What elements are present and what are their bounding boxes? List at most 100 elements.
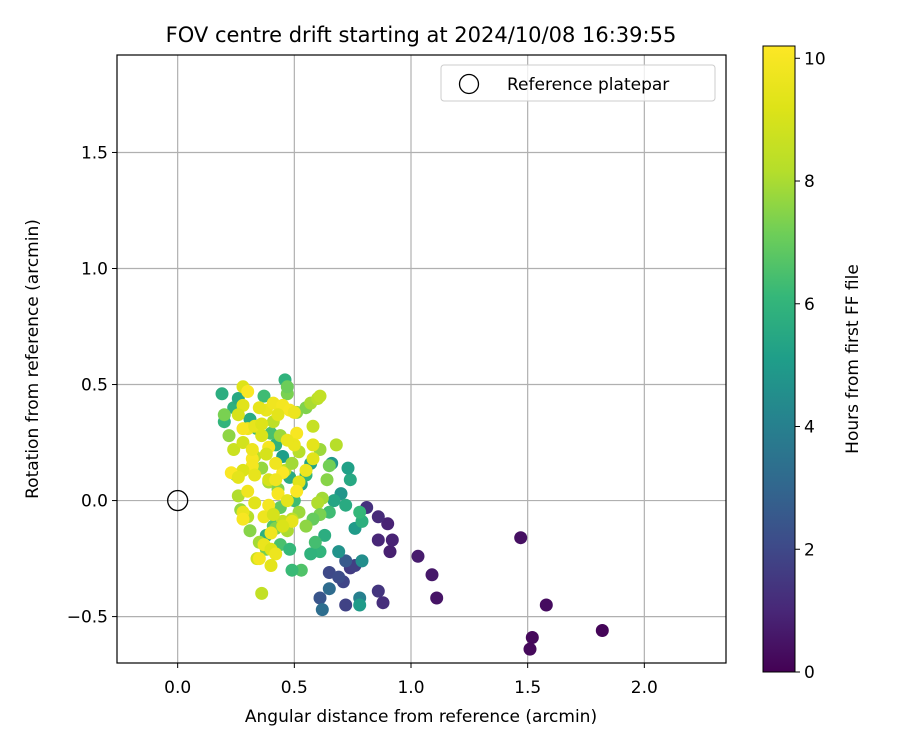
data-point [222,429,236,443]
data-point [304,547,318,561]
y-tick-label: 0.0 [81,492,108,512]
data-point [322,582,336,596]
data-point [243,524,257,538]
chart-title: FOV centre drift starting at 2024/10/08 … [166,23,677,47]
data-point [257,389,271,403]
data-point [248,468,262,482]
data-point [285,563,299,577]
y-ticks: −0.5 0.0 0.5 1.0 1.5 [67,143,117,628]
grid-layer [117,55,726,663]
data-point [227,443,241,456]
data-point [306,419,320,433]
data-point [252,401,266,415]
data-point [285,456,299,470]
data-point [255,586,269,600]
legend-marker-icon [458,73,480,95]
data-point [332,545,346,559]
data-point [306,438,320,452]
data-point [425,568,439,582]
data-point [523,642,537,656]
reference-platepar-marker [167,489,189,512]
data-point [327,494,341,508]
y-tick-label: 1.5 [81,143,108,163]
x-tick-label: 0.0 [164,678,191,698]
colorbar-tick-label: 2 [804,540,815,560]
data-point [383,545,397,559]
data-point [539,598,553,612]
colorbar-label: Hours from first FF file [843,264,863,454]
data-point [376,596,390,610]
data-point [245,443,259,456]
data-point [299,519,313,533]
data-point [276,519,290,533]
x-tick-label: 1.0 [397,678,424,698]
data-point [411,549,425,563]
points-layer [215,373,609,656]
data-point [315,603,329,617]
data-point [280,433,294,447]
data-point [241,385,255,398]
plot-frame [116,54,727,664]
data-point [339,598,353,612]
colorbar-tick-label: 8 [804,172,815,192]
data-point [287,405,301,419]
data-point [283,542,297,556]
data-point [255,417,269,431]
legend-box [440,64,716,102]
data-point [264,526,278,540]
data-point [313,389,327,403]
data-point [236,436,250,449]
data-point [231,470,245,484]
data-point [269,473,283,487]
x-axis-title: Angular distance from reference (arcmin) [245,707,597,727]
data-point [241,484,255,498]
data-point [271,408,285,422]
reference-layer [167,489,189,512]
y-tick-label: −0.5 [67,608,108,628]
colorbar-tick-label: 4 [804,418,815,438]
data-point [343,473,357,487]
x-ticks: 0.0 0.5 1.0 1.5 2.0 [164,663,658,698]
x-tick-label: 1.5 [514,678,541,698]
colorbar: 0 2 4 6 8 10 Hours from first FF file [762,45,863,683]
data-point [332,570,346,584]
data-point [595,624,609,637]
data-point [280,380,294,394]
data-point [252,552,266,566]
data-point [430,591,444,605]
y-axis-title: Rotation from reference (arcmin) [23,219,43,499]
data-point [236,512,250,526]
data-point [290,484,304,498]
data-point [353,598,367,612]
data-point [339,554,353,568]
colorbar-tick-label: 10 [804,49,826,69]
data-point [525,631,539,644]
data-point [329,438,343,452]
data-point [318,528,332,542]
data-point [259,447,273,461]
colorbar-ticks: 0 2 4 6 8 10 [795,49,826,683]
colorbar-gradient [762,45,796,673]
data-point [339,498,353,512]
data-point [294,563,308,577]
data-point [248,496,262,510]
legend-label: Reference platepar [507,75,669,95]
data-point [341,461,355,475]
colorbar-tick-label: 0 [804,663,815,683]
y-tick-label: 1.0 [81,259,108,279]
y-tick-label: 0.5 [81,376,108,396]
data-point [306,452,320,466]
data-point [385,533,399,547]
data-point [371,510,385,524]
data-point [269,456,283,470]
data-point [236,422,250,436]
data-point [231,408,245,422]
data-point [381,517,395,531]
data-point [299,463,313,477]
data-point [290,426,304,440]
colorbar-tick-label: 6 [804,295,815,315]
data-point [322,459,336,473]
data-point [308,535,322,549]
data-point [353,505,367,519]
